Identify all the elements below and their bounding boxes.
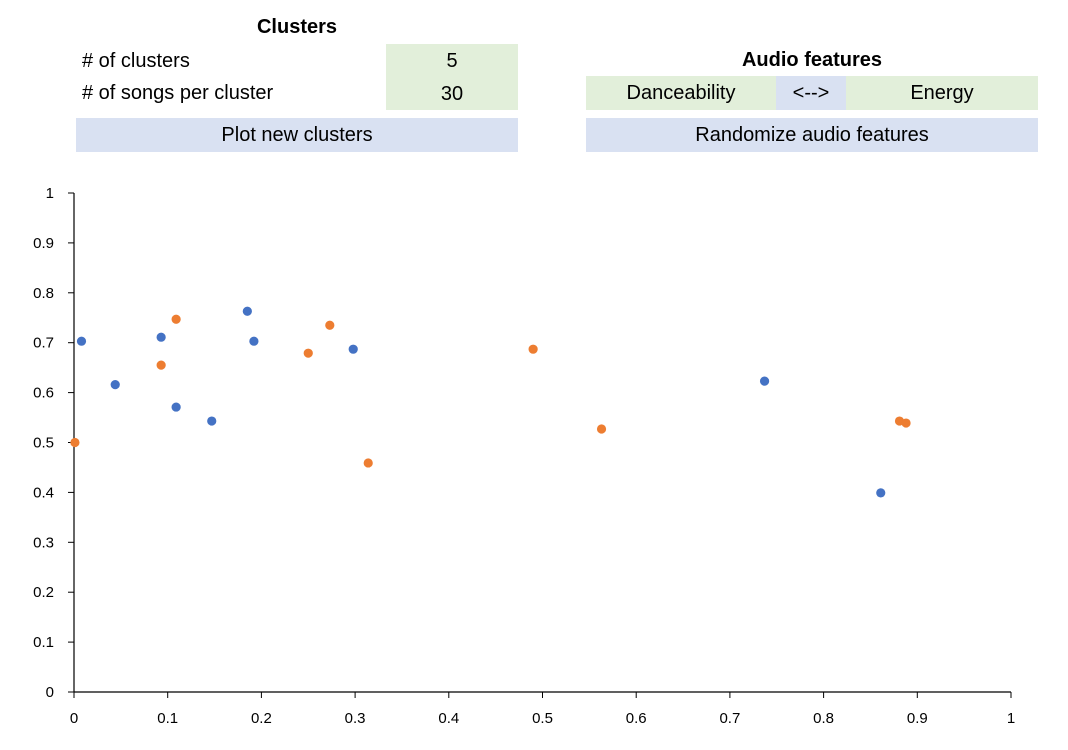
data-point-series-1: [110, 380, 120, 390]
y-tick-label: 0.3: [33, 534, 54, 551]
swap-features-button[interactable]: <-->: [776, 76, 846, 110]
data-point-series-2: [901, 418, 911, 428]
data-point-series-2: [303, 348, 313, 358]
data-point-series-2: [596, 424, 607, 434]
y-tick-label: 0.6: [33, 385, 54, 402]
data-point-series-1: [876, 488, 886, 498]
x-tick-label: 0.5: [532, 710, 553, 727]
data-point-series-2: [156, 360, 166, 370]
chart-points: [70, 306, 911, 498]
data-point-series-2: [325, 320, 335, 330]
y-tick-label: 0.4: [33, 484, 54, 501]
x-tick-label: 0: [70, 710, 78, 727]
y-tick-label: 0.7: [33, 335, 54, 352]
x-tick-label: 0.4: [438, 710, 459, 727]
num-clusters-input[interactable]: 5: [386, 44, 518, 78]
feature-x-select[interactable]: Danceability: [586, 76, 776, 110]
y-tick-label: 0.5: [33, 435, 54, 452]
y-tick-label: 1: [46, 185, 54, 202]
y-tick-label: 0.9: [33, 235, 54, 252]
feature-y-select[interactable]: Energy: [846, 76, 1038, 110]
audio-features-title: Audio features: [741, 49, 883, 71]
data-point-series-1: [348, 344, 358, 354]
x-tick-label: 0.9: [907, 710, 928, 727]
x-tick-label: 0.2: [251, 710, 272, 727]
x-tick-label: 0.8: [813, 710, 834, 727]
data-point-series-2: [528, 344, 538, 354]
data-point-series-1: [242, 306, 252, 316]
plot-new-clusters-button[interactable]: Plot new clusters: [76, 118, 518, 152]
data-point-series-1: [207, 416, 217, 426]
clusters-title: Clusters: [256, 16, 338, 38]
data-point-series-1: [759, 376, 770, 386]
x-tick-label: 0.7: [719, 710, 740, 727]
data-point-series-1: [249, 336, 259, 346]
x-tick-label: 0.6: [626, 710, 647, 727]
x-tick-label: 0.1: [157, 710, 178, 727]
x-tick-label: 0.3: [345, 710, 366, 727]
data-point-series-2: [171, 314, 181, 324]
y-tick-label: 0.8: [33, 285, 54, 302]
y-tick-label: 0: [46, 684, 54, 701]
songs-per-cluster-label: # of songs per cluster: [82, 82, 274, 104]
chart-axes: 0 0.1 0.2 0.3 0.4 0.5 0.6 0.7 0.8 0.9 1 0 0.1 0.2 0.3 0…: [33, 185, 1015, 727]
num-clusters-label: # of clusters: [82, 50, 190, 72]
data-point-series-2: [363, 458, 373, 468]
y-tick-label: 0.2: [33, 584, 54, 601]
data-point-series-1: [156, 332, 166, 342]
songs-per-cluster-input[interactable]: 30: [386, 78, 518, 110]
data-point-series-2: [70, 437, 80, 448]
data-point-series-1: [76, 336, 87, 346]
randomize-audio-features-button[interactable]: Randomize audio features: [586, 118, 1038, 152]
y-tick-label: 0.1: [33, 634, 54, 651]
x-tick-label: 1: [1007, 710, 1015, 727]
data-point-series-1: [171, 402, 181, 412]
